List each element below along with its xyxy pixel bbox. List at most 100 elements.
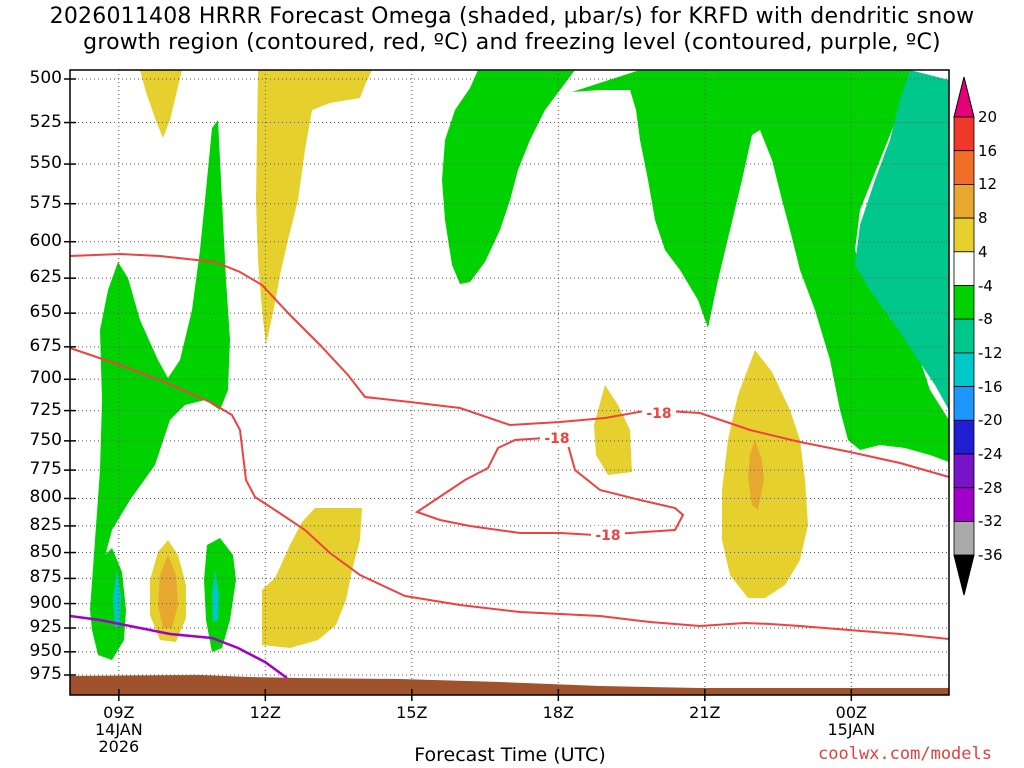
y-tick-label: 575	[29, 192, 62, 213]
omega-yellow-column	[256, 70, 372, 345]
y-tick-label: 725	[29, 399, 62, 420]
y-tick-label: 625	[29, 267, 62, 288]
contour-labels: -18 -18 -18	[540, 404, 676, 544]
colorbar-tick-label: 4	[978, 242, 988, 261]
y-tick-label: 500	[29, 68, 62, 88]
gridlines	[70, 70, 949, 695]
omega-green-small-lobe	[204, 538, 236, 652]
y-tick-label: 675	[29, 335, 62, 356]
y-tick-label: 550	[29, 153, 62, 174]
x-axis-label: Forecast Time (UTC)	[414, 744, 606, 766]
colorbar-tick-label: -12	[978, 343, 1003, 362]
chart-title-line-2: growth region (contoured, red, ºC) and f…	[83, 30, 941, 55]
x-tick-main: 09Z	[103, 703, 135, 722]
y-tick-label: 600	[29, 230, 62, 251]
x-tick-label: 21Z	[665, 704, 745, 721]
colorbar-swatch	[953, 419, 975, 455]
omega-orange-left-core	[158, 555, 178, 628]
omega-green-left-column	[90, 120, 230, 630]
colorbar-tick-label: -20	[978, 411, 1003, 430]
colorbar-swatch	[953, 386, 975, 421]
y-tick-label: 700	[29, 368, 62, 389]
x-tick-main: 15Z	[396, 703, 428, 722]
colorbar-swatch	[953, 150, 975, 185]
dgz-upper-contour	[69, 252, 950, 478]
omega-green-upper-right	[572, 70, 949, 462]
colorbar-swatch	[953, 521, 975, 556]
x-tick-main: 12Z	[249, 703, 281, 722]
colorbar-tick-label: -28	[978, 478, 1003, 497]
y-tick-label: 850	[29, 541, 62, 562]
axis-ticks	[64, 78, 853, 701]
colorbar-tick-label: 20	[978, 108, 998, 126]
omega-yellow-mid	[594, 385, 632, 475]
y-tick-label: 825	[29, 514, 62, 535]
y-tick-label: 800	[29, 487, 62, 508]
x-tick-sub: 2026	[98, 737, 140, 756]
colorbar-tick-label: 16	[978, 141, 998, 160]
contour-label-bg-3	[591, 526, 625, 544]
x-tick-sub: 14JAN	[94, 720, 143, 739]
x-tick-label: 09Z 14JAN 2026	[79, 704, 159, 755]
y-tick-label: 750	[29, 429, 62, 450]
colorbar-tick-label: -16	[978, 377, 1003, 396]
colorbar-tick-label: -24	[978, 445, 1003, 463]
colorbar-swatch	[953, 116, 975, 152]
y-tick-label: 875	[29, 567, 62, 588]
omega-orange-regions	[158, 440, 764, 628]
contour-label-bg-2	[642, 404, 676, 422]
colorbar-tick-label: 12	[978, 175, 998, 194]
colorbar-swatch	[953, 183, 975, 219]
omega-cyan-spot-left	[113, 570, 121, 628]
y-tick-label: 775	[29, 459, 62, 480]
x-tick-sub: 15JAN	[827, 720, 876, 739]
colorbar-top-arrow	[953, 76, 975, 118]
omega-orange-right-core	[748, 440, 764, 510]
colorbar-swatch	[953, 487, 975, 522]
omega-yellow-regions	[140, 70, 808, 648]
chart-title-line-1: 2026011408 HRRR Forecast Omega (shaded, …	[49, 4, 975, 29]
x-tick-label: 18Z	[518, 704, 598, 721]
colorbar-tick-label: -8	[978, 310, 993, 329]
contour-label-3: -18	[595, 528, 620, 544]
x-tick-main: 21Z	[689, 703, 721, 722]
y-tick-label: 525	[29, 111, 62, 132]
x-tick-label: 00Z 15JAN	[811, 704, 891, 738]
colorbar	[953, 76, 975, 596]
omega-yellow-top-left	[140, 70, 182, 138]
omega-yellow-lower-left	[262, 508, 362, 648]
x-tick-label: 15Z	[372, 704, 452, 721]
watermark: coolwx.com/models	[818, 744, 992, 764]
colorbar-bottom-arrow	[953, 554, 975, 596]
contour-label-2: -18	[646, 406, 671, 422]
freezing-level-contour	[69, 614, 288, 680]
omega-yellow-right	[722, 350, 808, 598]
colorbar-tick-label: -32	[978, 512, 1003, 531]
y-tick-label: 650	[29, 302, 62, 323]
colorbar-swatch	[953, 453, 975, 489]
x-tick-main: 18Z	[542, 703, 574, 722]
contour-label-bg-1	[540, 429, 574, 447]
omega-teal-region	[855, 70, 949, 410]
y-tick-label: 950	[29, 640, 62, 661]
colorbar-swatch	[953, 217, 975, 253]
omega-cyan-spot-center	[212, 570, 219, 622]
x-tick-label: 12Z	[225, 704, 305, 721]
dgz-lower-contour	[69, 347, 950, 640]
colorbar-swatch	[953, 285, 975, 320]
contour-label-1: -18	[544, 431, 569, 447]
terrain-ground	[70, 675, 949, 695]
y-tick-label: 925	[29, 617, 62, 638]
dgz-closed-contour	[414, 434, 685, 537]
y-tick-label: 900	[29, 592, 62, 613]
plot-frame	[69, 69, 950, 696]
colorbar-swatch	[953, 352, 975, 387]
colorbar-tick-label: 8	[978, 209, 988, 228]
omega-green-upper-center	[442, 70, 575, 284]
colorbar-swatch	[953, 318, 975, 354]
y-tick-label: 975	[29, 664, 62, 684]
colorbar-tick-label: -4	[978, 276, 993, 295]
dgz-contours	[69, 252, 950, 640]
colorbar-tick-label: -36	[978, 546, 1003, 565]
